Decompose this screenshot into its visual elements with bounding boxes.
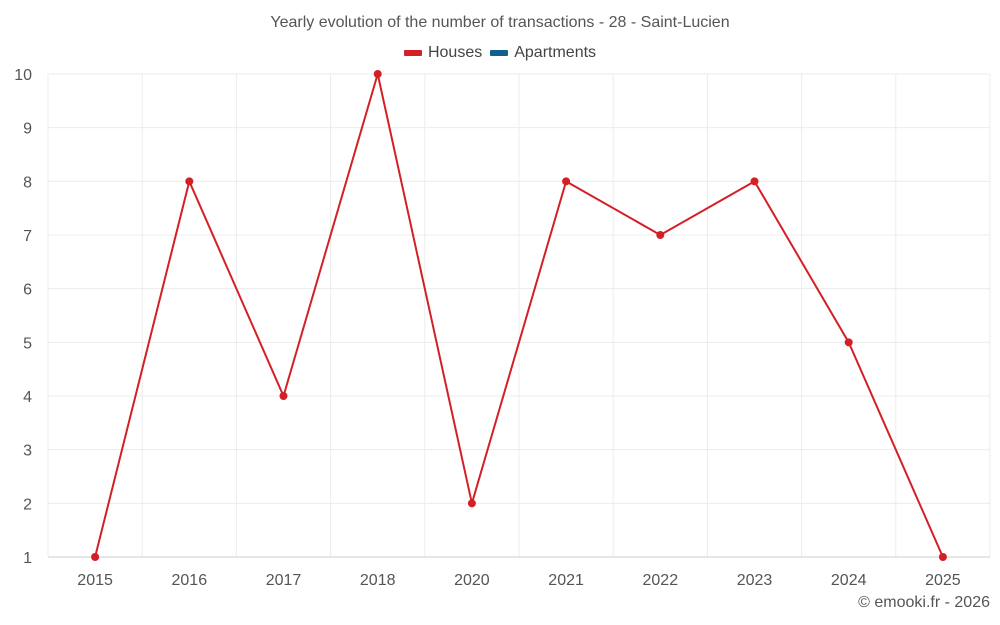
data-point-houses — [373, 70, 382, 78]
legend: Houses Apartments — [0, 44, 1000, 62]
y-tick-label: 8 — [23, 174, 32, 191]
y-tick-label: 6 — [23, 282, 32, 299]
y-tick-label: 3 — [23, 443, 32, 460]
x-tick-label: 2024 — [831, 572, 867, 589]
data-point-houses — [750, 177, 759, 186]
x-tick-label: 2020 — [454, 572, 490, 589]
legend-swatch-apartments — [490, 50, 509, 56]
x-tick-label: 2015 — [77, 572, 113, 589]
data-point-houses — [938, 553, 947, 561]
legend-item-apartments[interactable]: Apartments — [490, 44, 596, 62]
legend-label-houses: Houses — [427, 44, 483, 61]
data-point-houses — [656, 231, 665, 239]
data-point-houses — [467, 499, 476, 508]
y-tick-label: 9 — [23, 121, 32, 138]
x-tick-label: 2016 — [172, 572, 208, 589]
x-tick-label: 2021 — [548, 572, 584, 589]
credit-text: © emooki.fr - 2026 — [858, 594, 990, 611]
data-point-houses — [91, 553, 100, 561]
legend-swatch-houses — [403, 50, 422, 56]
data-point-houses — [562, 177, 571, 186]
data-point-houses — [279, 392, 288, 400]
x-tick-label: 2023 — [737, 572, 773, 589]
legend-item-houses[interactable]: Houses — [403, 44, 483, 62]
y-tick-label: 2 — [23, 496, 32, 513]
data-point-houses — [185, 177, 194, 186]
x-tick-label: 2022 — [643, 572, 679, 589]
x-tick-label: 2025 — [925, 572, 961, 589]
x-tick-label: 2018 — [360, 572, 396, 589]
x-tick-label: 2017 — [266, 572, 302, 589]
y-tick-label: 10 — [14, 67, 32, 84]
y-tick-label: 5 — [23, 335, 32, 352]
series-line-houses — [94, 73, 944, 558]
chart-title: Yearly evolution of the number of transa… — [270, 14, 730, 31]
y-tick-label: 7 — [23, 228, 32, 245]
y-tick-label: 4 — [23, 389, 32, 406]
y-tick-label: 1 — [23, 550, 32, 567]
data-point-houses — [844, 338, 853, 347]
legend-label-apartments: Apartments — [514, 44, 597, 61]
